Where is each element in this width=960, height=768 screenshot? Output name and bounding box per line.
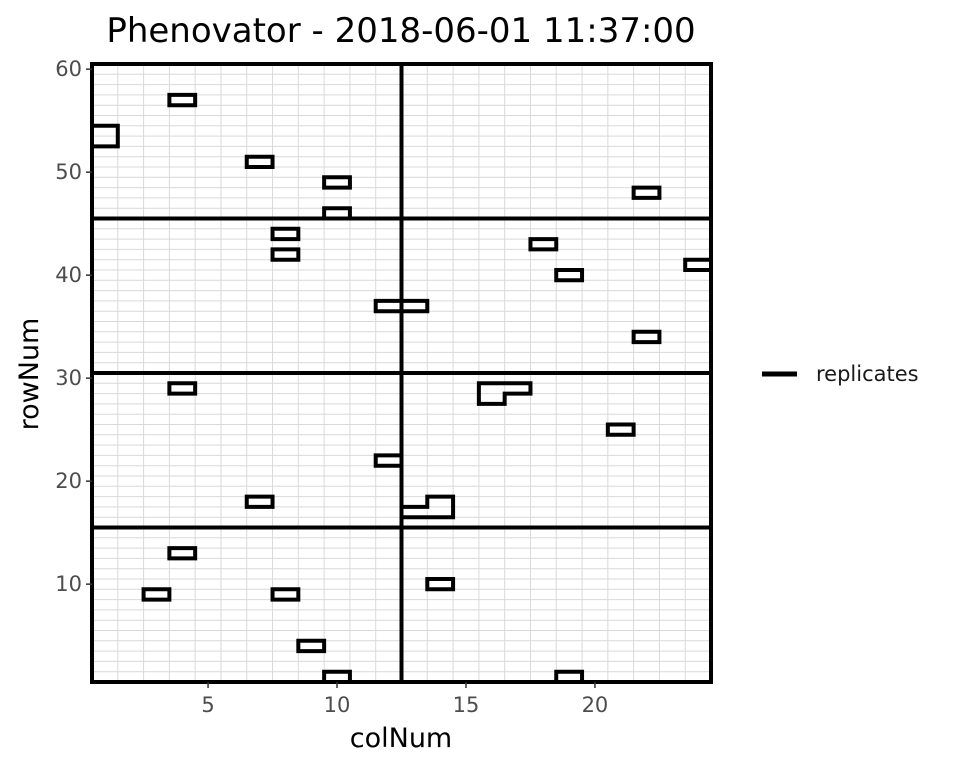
x-axis-title: colNum: [350, 723, 452, 754]
block-boundaries: [90, 62, 713, 684]
legend-label-replicates: replicates: [816, 362, 919, 386]
chart-title: Phenovator - 2018-06-01 11:37:00: [106, 11, 695, 51]
replicate-outline: [90, 92, 713, 684]
x-tick-label: 5: [201, 693, 214, 717]
legend: replicates: [762, 362, 919, 386]
y-tick-label: 30: [55, 366, 82, 390]
x-tick-label: 20: [582, 693, 609, 717]
y-tick-label: 40: [55, 263, 82, 287]
x-tick-label: 10: [324, 693, 351, 717]
replicate-outlines: [90, 92, 713, 684]
y-tick-label: 60: [55, 57, 82, 81]
y-tick-label: 50: [55, 160, 82, 184]
x-tick-label: 15: [453, 693, 480, 717]
axes: 5 10 15 20 10 20 30 40 50 60: [55, 57, 608, 717]
y-tick-label: 20: [55, 469, 82, 493]
y-tick-label: 10: [55, 572, 82, 596]
y-axis-title: rowNum: [14, 318, 45, 431]
